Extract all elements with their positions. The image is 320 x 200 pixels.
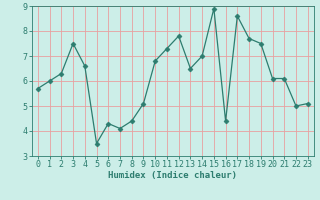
X-axis label: Humidex (Indice chaleur): Humidex (Indice chaleur) <box>108 171 237 180</box>
